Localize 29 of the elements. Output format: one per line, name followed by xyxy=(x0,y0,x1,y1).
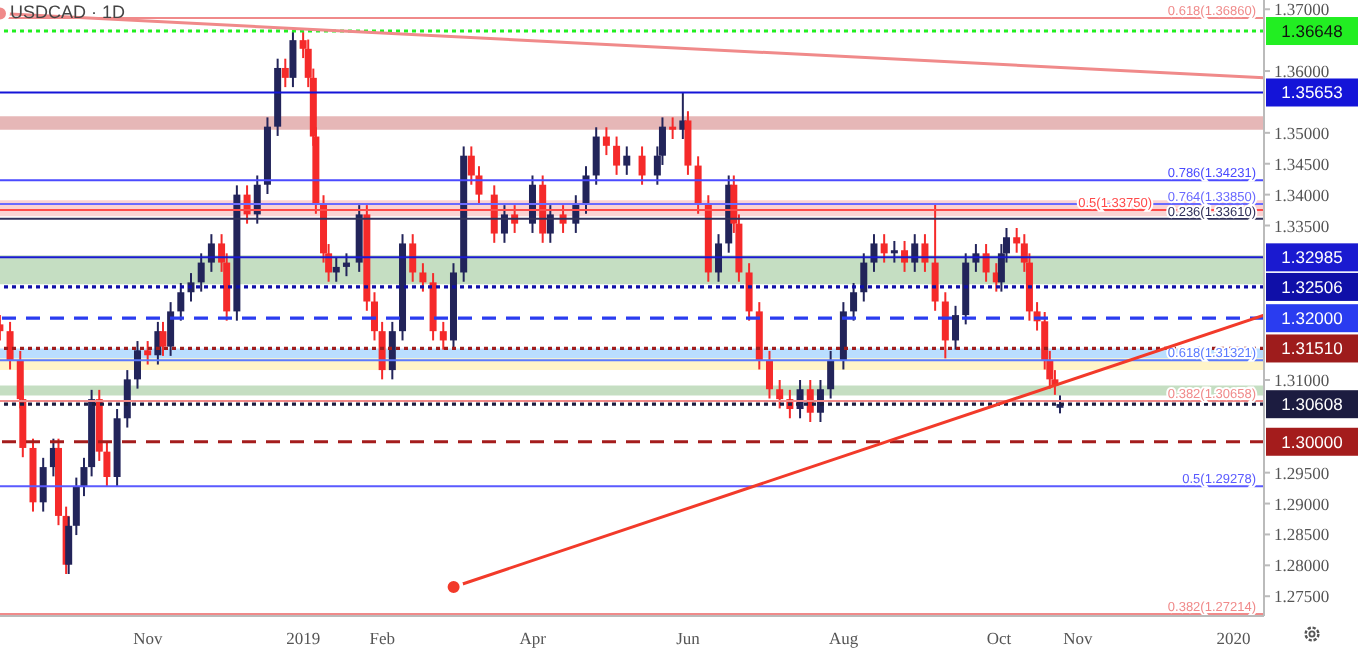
y-tick-label: 1.35000 xyxy=(1274,122,1330,143)
x-tick-label: Apr xyxy=(519,628,547,649)
x-tick-label: 2020 xyxy=(1216,628,1251,649)
y-tick-label: 1.29500 xyxy=(1274,462,1330,483)
ref-line-label: 1.32985 xyxy=(1281,247,1344,268)
ref-line-label: 1.30608 xyxy=(1281,394,1344,415)
ref-line-label: 1.32506 xyxy=(1281,276,1344,297)
x-tick-label: Aug xyxy=(828,628,860,649)
y-tick-label: 1.33500 xyxy=(1274,215,1330,236)
x-tick-label: 2019 xyxy=(286,628,321,649)
y-tick-label: 1.34500 xyxy=(1274,153,1330,174)
ref-line-label: 1.35653 xyxy=(1281,82,1344,103)
ref-line-label: 1.31510 xyxy=(1281,338,1344,359)
y-tick-label: 1.27500 xyxy=(1274,586,1330,607)
x-tick-label: Jun xyxy=(676,628,702,649)
x-tick-label: Feb xyxy=(369,628,396,649)
y-tick-label: 1.31000 xyxy=(1274,370,1330,391)
y-tick-label: 1.28000 xyxy=(1274,555,1330,576)
y-tick-label: 1.37000 xyxy=(1274,0,1330,20)
ref-line-label: 1.32000 xyxy=(1281,308,1344,329)
ref-line-label: 1.36648 xyxy=(1281,21,1344,42)
y-tick-label: 1.29000 xyxy=(1274,493,1330,514)
ref-line-label: 1.30000 xyxy=(1281,431,1344,452)
y-tick-label: 1.34000 xyxy=(1274,184,1330,205)
x-tick-label: Nov xyxy=(1063,628,1095,649)
x-tick-label: Nov xyxy=(133,628,164,649)
y-tick-label: 1.36000 xyxy=(1274,61,1330,82)
x-tick-label: Oct xyxy=(986,628,1013,649)
y-tick-label: 1.28500 xyxy=(1274,524,1330,545)
